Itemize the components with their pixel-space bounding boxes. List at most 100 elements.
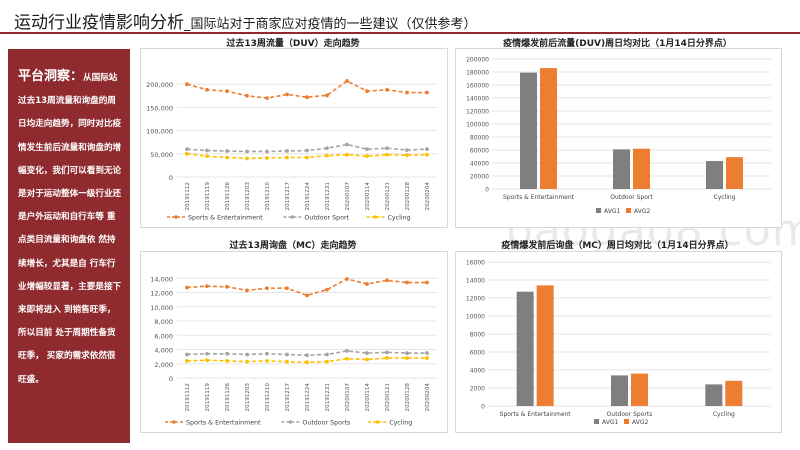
- data-point: [205, 358, 209, 363]
- data-point: [205, 87, 209, 92]
- data-point: [185, 352, 189, 357]
- data-point: [245, 359, 249, 364]
- x-category-label: Sports & Entertainment: [503, 194, 575, 201]
- insight-lead: 平台洞察：: [18, 69, 84, 84]
- mc-trend-panel: 0 2,000 4,000 6,000 8,000 10,000 12,000 14,000 2…: [140, 251, 448, 433]
- y-tick-label: 60000: [470, 148, 489, 155]
- y-tick-label: 200000: [466, 57, 489, 64]
- x-tick-label: 20191224: [305, 383, 311, 412]
- duv-compare-chart: 0 20000 40000 60000 80000 100000 120000 140000 1…: [466, 57, 771, 215]
- data-point: [365, 357, 369, 362]
- data-point: [245, 156, 249, 161]
- data-point: [385, 350, 389, 355]
- y-tick-label: 120000: [466, 109, 489, 116]
- y-tick-label: 40000: [470, 161, 489, 168]
- data-point: [265, 156, 269, 160]
- page-title: 运动行业疫情影响分析_国际站对于商家应对疫情的一些建议（仅供参考）: [14, 8, 477, 36]
- data-point: [405, 280, 409, 285]
- x-tick-label: 20191224: [305, 182, 311, 211]
- data-point: [305, 360, 309, 365]
- y-tick-label: 0: [169, 375, 173, 383]
- bar-avg1: [520, 72, 537, 189]
- data-point: [245, 149, 249, 154]
- data-point: [425, 280, 429, 285]
- bar-avg1: [516, 291, 534, 406]
- x-tick-label: 20200114: [365, 383, 371, 412]
- bar-avg1: [613, 149, 630, 189]
- data-point: [225, 284, 229, 289]
- y-tick-label: 0: [481, 404, 485, 411]
- y-tick-label: 8,000: [154, 318, 173, 326]
- y-tick-label: 10000: [466, 314, 485, 321]
- x-tick-label: 20191203: [245, 383, 251, 412]
- data-point: [205, 284, 209, 288]
- data-point: [305, 155, 309, 160]
- data-point: [405, 351, 409, 355]
- data-point: [345, 152, 349, 157]
- data-point: [345, 277, 349, 281]
- y-tick-label: 100000: [466, 122, 489, 129]
- data-point: [205, 154, 209, 159]
- y-tick-label: 2000: [470, 386, 485, 393]
- x-category-label: Cycling: [713, 411, 735, 418]
- y-tick-label: 100,000: [146, 128, 173, 136]
- data-point: [365, 351, 369, 355]
- x-tick-label: 20191119: [205, 383, 211, 412]
- y-tick-label: 200,000: [146, 81, 173, 89]
- data-point: [385, 152, 389, 157]
- data-point: [205, 351, 209, 356]
- bar-avg2: [631, 373, 648, 406]
- y-tick-label: 8000: [470, 332, 485, 339]
- y-tick-label: 14000: [466, 278, 485, 285]
- x-category-label: Sports & Entertainment: [500, 411, 572, 418]
- insight-text: 从国际站过去13周流量和询盘的周日均走向趋势，同时对比疫情发生前后流量和询盘的增…: [18, 73, 122, 385]
- bar-avg2: [536, 285, 554, 406]
- legend-marker: [172, 420, 176, 424]
- x-tick-label: 20200114: [365, 182, 371, 211]
- x-tick-label: 20191126: [225, 182, 231, 211]
- y-tick-label: 14,000: [150, 275, 173, 283]
- legend-label: AVG1: [604, 208, 620, 215]
- bar-avg1: [705, 384, 723, 406]
- data-point: [185, 285, 189, 290]
- x-tick-label: 20191217: [285, 383, 291, 412]
- x-tick-label: 20191231: [325, 182, 331, 211]
- data-point: [245, 352, 249, 357]
- legend-label: AVG1: [602, 419, 618, 426]
- data-point: [305, 95, 309, 100]
- data-point: [265, 286, 269, 291]
- y-tick-label: 2,000: [154, 361, 173, 369]
- y-tick-label: 180000: [466, 70, 489, 77]
- mc-compare-panel: 0 2000 4000 6000 8000 10000 12000 14000 16000 Spo…: [455, 251, 782, 433]
- data-point: [225, 359, 229, 363]
- data-point: [365, 89, 369, 94]
- legend-marker: [373, 215, 378, 219]
- mc-trend-chart: 0 2,000 4,000 6,000 8,000 10,000 12,000 14,000 2…: [150, 275, 437, 427]
- data-point: [325, 146, 329, 151]
- y-tick-label: 80000: [470, 135, 489, 142]
- title-main: 运动行业疫情影响分析: [14, 13, 184, 33]
- mc-compare-chart: 0 2000 4000 6000 8000 10000 12000 14000 16000 Spo…: [466, 260, 771, 426]
- data-point: [225, 149, 229, 153]
- data-point: [365, 282, 369, 286]
- data-point: [345, 356, 349, 361]
- x-tick-label: 20191119: [205, 182, 211, 211]
- data-point: [325, 153, 329, 158]
- data-point: [265, 149, 269, 154]
- legend-swatch: [626, 208, 631, 213]
- legend-marker: [288, 420, 293, 424]
- y-tick-label: 140000: [466, 96, 489, 103]
- data-point: [185, 82, 189, 87]
- data-point: [385, 146, 389, 151]
- data-point: [405, 356, 409, 360]
- data-point: [325, 287, 329, 292]
- data-point: [425, 147, 429, 152]
- bar-avg2: [540, 68, 557, 189]
- data-point: [405, 148, 409, 152]
- data-point: [365, 147, 369, 152]
- legend-label: Outdoor Sports: [302, 420, 350, 427]
- insight-panel: 平台洞察：从国际站过去13周流量和询盘的周日均走向趋势，同时对比疫情发生前后流量…: [8, 49, 130, 443]
- y-tick-label: 16000: [466, 260, 485, 267]
- x-category-label: Outdoor Sport: [610, 194, 653, 201]
- legend-marker: [290, 215, 295, 219]
